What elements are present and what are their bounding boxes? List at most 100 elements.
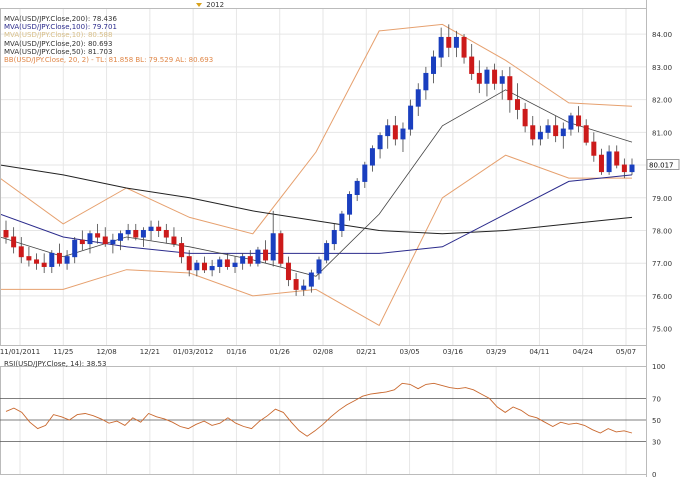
candle-body <box>171 236 177 245</box>
candle-body <box>354 180 360 195</box>
legend-entry: MVA(USD/JPY.Close,50): 81.703 <box>4 47 113 56</box>
legend-entry: MVA(USD/JPY.Close,100): 79.701 <box>4 23 117 32</box>
candle-body <box>49 252 55 267</box>
time-tick-label: 04/11 <box>529 348 549 356</box>
candle-body <box>598 154 604 173</box>
rsi-tick-label: 0 <box>652 471 656 477</box>
candle-body <box>415 89 421 107</box>
grid-layer <box>0 8 646 474</box>
candle-body <box>553 125 559 137</box>
candle-body <box>301 285 307 290</box>
candle-body <box>484 69 490 84</box>
rsi-tick-label: 70 <box>652 395 661 403</box>
candle-body <box>614 151 620 166</box>
candle-body <box>110 239 116 245</box>
candle-body <box>156 226 162 231</box>
candle-body <box>217 259 223 267</box>
candle-body <box>232 262 238 267</box>
year-marker-icon <box>196 3 202 7</box>
candle-body <box>499 76 505 84</box>
candle-body <box>461 36 467 58</box>
candle-body <box>446 36 452 48</box>
candle-body <box>64 256 70 264</box>
price-tick-label: 82.00 <box>652 97 672 105</box>
last-price-box <box>646 158 680 170</box>
candle-body <box>507 76 513 101</box>
candle-body <box>438 36 444 58</box>
ma20-line <box>0 89 633 277</box>
candle-body <box>163 229 169 238</box>
candle-body <box>79 239 85 245</box>
candle-body <box>514 99 520 110</box>
candle-body <box>492 69 498 84</box>
price-tick-label: 78.00 <box>652 227 672 235</box>
time-tick-label: 02/21 <box>356 348 376 356</box>
candle-body <box>133 229 139 238</box>
candle-body <box>377 135 383 150</box>
time-tick-label: 05/07 <box>616 348 636 356</box>
candle-body <box>362 164 368 182</box>
candle-body <box>560 128 566 137</box>
candle-body <box>209 265 215 271</box>
candle-body <box>3 229 9 238</box>
time-tick-label: 01/16 <box>226 348 247 356</box>
candle-body <box>148 226 154 231</box>
candle-body <box>278 233 284 264</box>
time-tick-label: 02/08 <box>313 348 333 356</box>
time-tick-label: 03/05 <box>399 348 419 356</box>
time-tick-label: 11/01/2011 <box>0 348 40 356</box>
time-tick-label: 01/26 <box>270 348 291 356</box>
price-tick-label: 77.00 <box>652 260 672 268</box>
candle-body <box>18 246 24 258</box>
time-tick-label: 04/24 <box>573 348 594 356</box>
candle-body <box>255 249 261 264</box>
legend-entry: MVA(USD/JPY.Close,200): 78.436 <box>4 15 117 23</box>
candle-body <box>369 148 375 166</box>
bb-upper-line <box>0 23 633 235</box>
candle-body <box>308 272 314 287</box>
candle-body <box>530 125 536 140</box>
rsi-panel: 0 30 50 70 100 <box>0 363 665 479</box>
candle-body <box>140 229 146 238</box>
candle-body <box>606 151 612 173</box>
time-tick-label: 01/03/2012 <box>173 348 213 356</box>
candle-body <box>316 259 322 274</box>
price-tick-label: 76.00 <box>652 293 672 301</box>
candle-body <box>385 125 391 137</box>
candle-body <box>522 108 528 127</box>
candle-body <box>201 262 207 271</box>
ma200-line <box>0 164 633 235</box>
candlesticks <box>3 24 635 296</box>
bollinger-bands <box>0 23 633 327</box>
candle-body <box>453 36 459 48</box>
candle-body <box>224 259 230 267</box>
rsi-tick-label: 30 <box>652 439 661 447</box>
candle-body <box>629 164 635 173</box>
time-tick-label: 11/25 <box>53 348 73 356</box>
moving-averages <box>0 89 633 277</box>
price-tick-label: 84.00 <box>652 31 672 39</box>
legend-entry: BB(USD/JPY.Close, 20, 2) - TL: 81.858 BL… <box>4 56 214 65</box>
candle-body <box>431 56 437 74</box>
legend-entry: MVA(USD/JPY.Close,20): 80.693 <box>4 39 113 48</box>
candle-body <box>240 256 246 264</box>
candle-body <box>423 72 429 91</box>
candle-body <box>95 233 101 238</box>
candle-body <box>102 236 108 245</box>
candle-body <box>331 229 337 245</box>
time-tick-label: 12/08 <box>96 348 116 356</box>
time-tick-label: 03/29 <box>486 348 506 356</box>
candle-body <box>324 243 330 261</box>
candle-body <box>186 256 192 271</box>
candle-body <box>537 131 543 140</box>
candle-body <box>568 115 574 130</box>
candle-body <box>347 193 353 215</box>
time-tick-label: 12/21 <box>140 348 160 356</box>
candle-body <box>72 239 78 258</box>
rsi-legend: RSI(USD/JPY.Close, 14): 38.53 <box>4 360 107 368</box>
candle-body <box>125 229 131 235</box>
candle-body <box>583 125 589 143</box>
candle-body <box>87 233 93 245</box>
price-tick-label: 83.00 <box>652 64 672 72</box>
